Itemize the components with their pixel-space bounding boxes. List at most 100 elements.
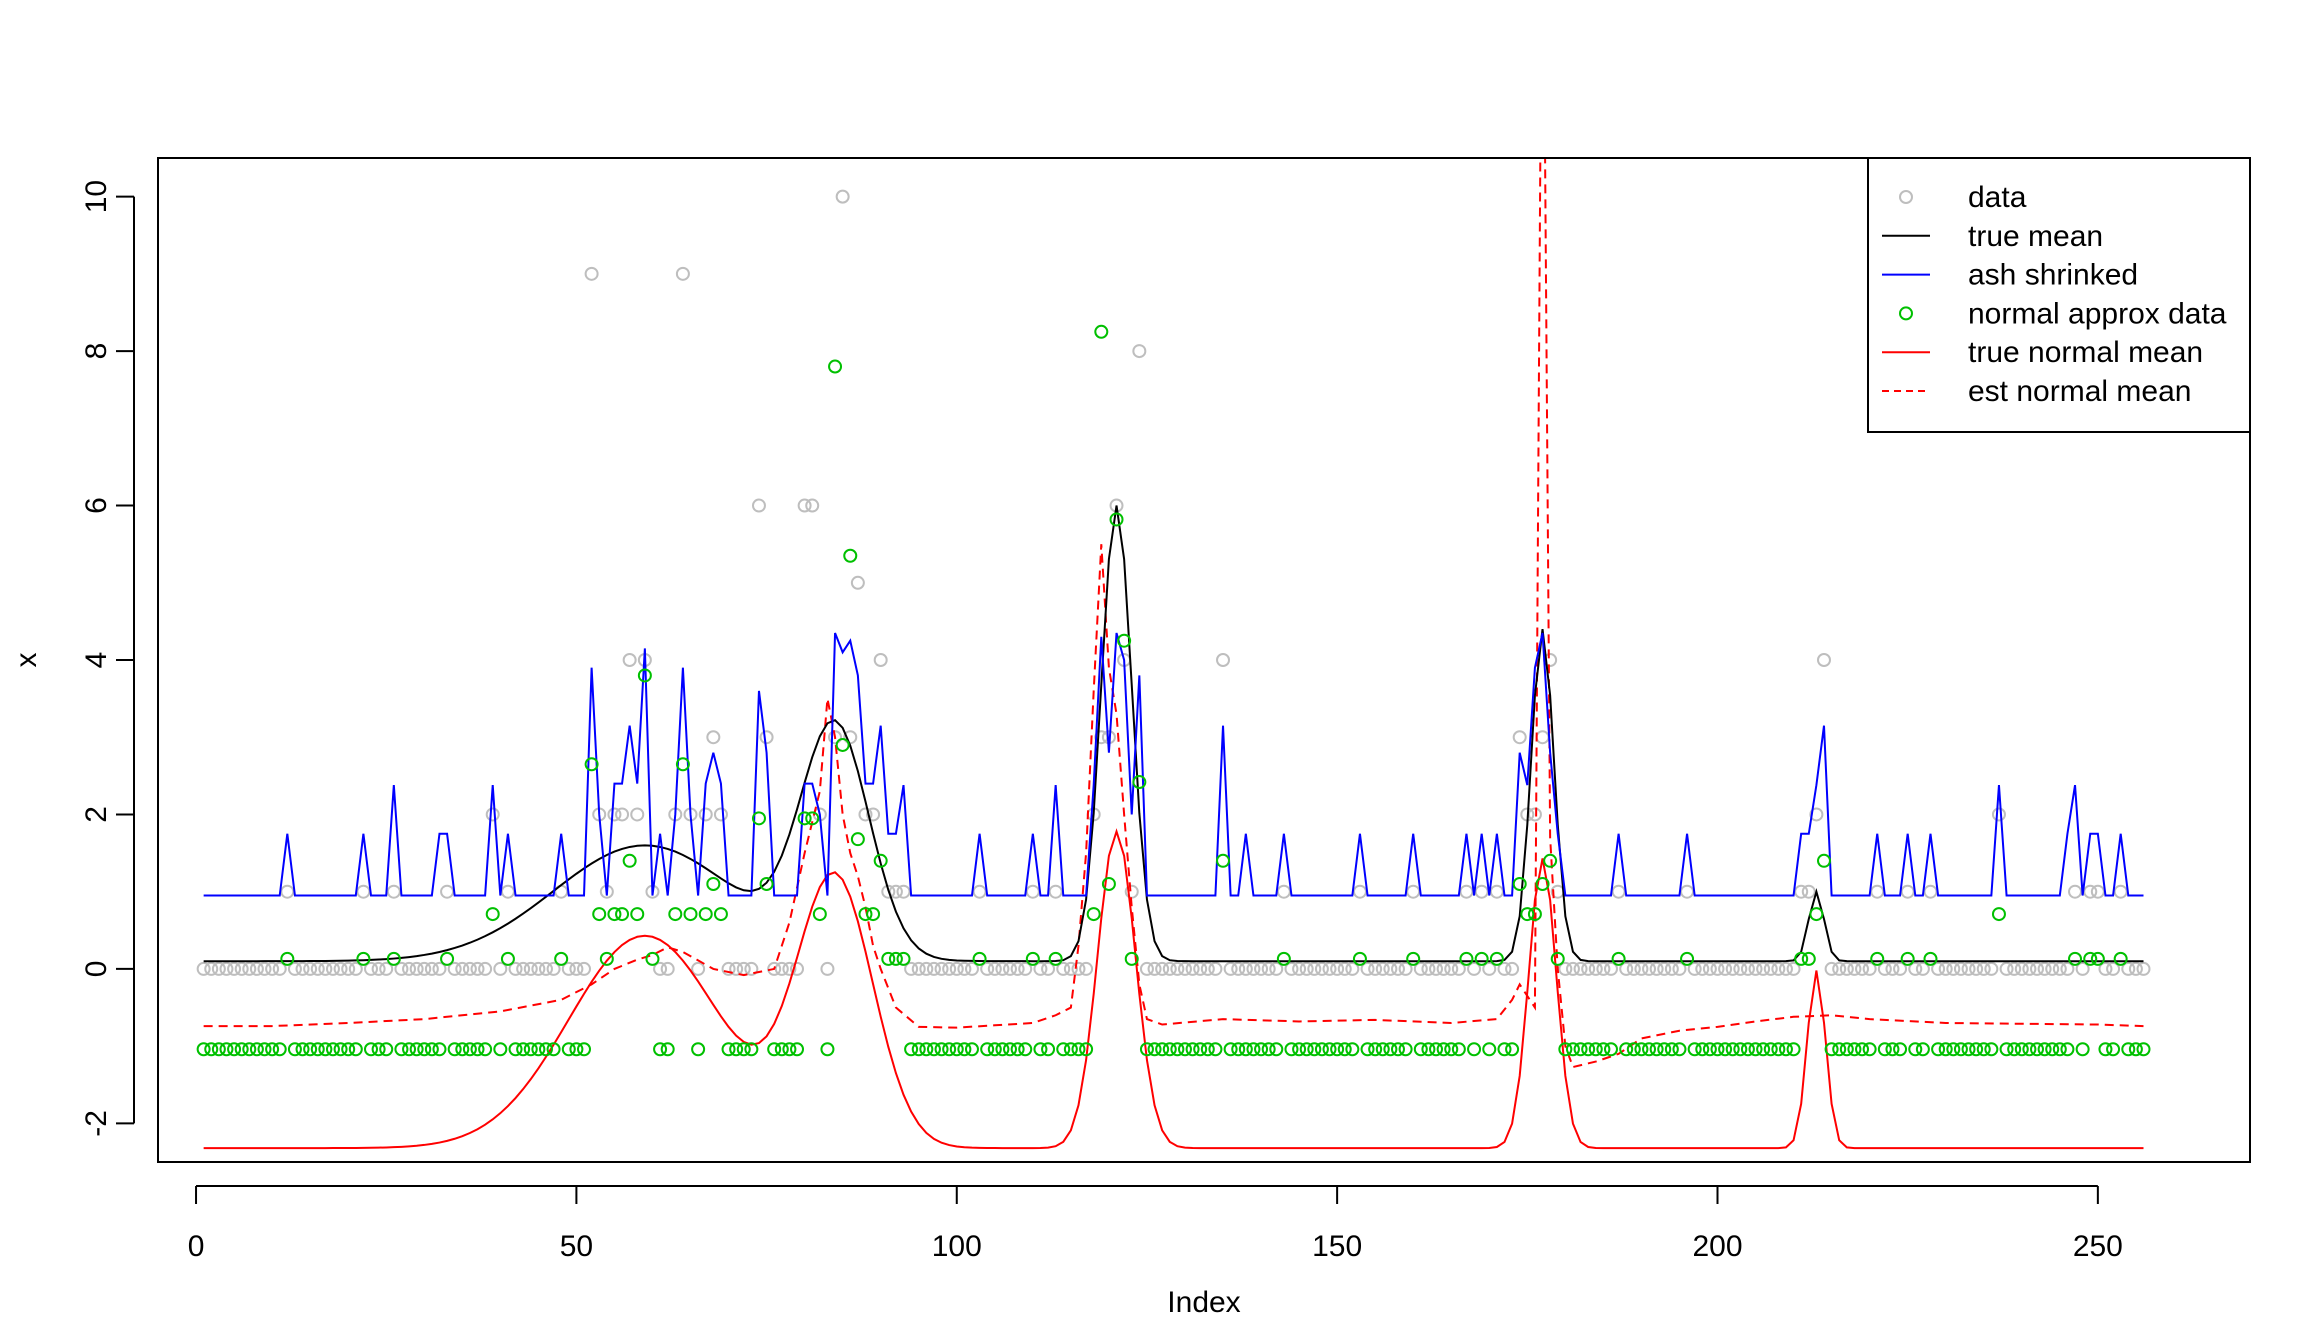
normal-approx-point <box>1041 1042 1056 1057</box>
normal-approx-point <box>508 1042 523 1057</box>
data-point <box>2007 961 2022 976</box>
normal-approx-point <box>265 1042 280 1057</box>
data-point <box>485 807 500 822</box>
normal-approx-point <box>1360 1042 1375 1057</box>
normal-approx-point <box>386 951 401 966</box>
plot-area <box>196 158 2151 1150</box>
normal-approx-point <box>1565 1042 1580 1057</box>
data-point <box>1155 961 1170 976</box>
data-point <box>835 189 850 204</box>
normal-approx-point <box>531 1042 546 1057</box>
legend-label: data <box>1968 181 2027 214</box>
data-point <box>1603 961 1618 976</box>
data-point <box>257 961 272 976</box>
data-point <box>493 961 508 976</box>
normal-approx-point <box>1314 1042 1329 1057</box>
normal-approx-point <box>592 907 607 922</box>
normal-approx-point <box>447 1042 462 1057</box>
normal-approx-point <box>1626 1042 1641 1057</box>
data-point <box>1687 961 1702 976</box>
normal-approx-point <box>227 1042 242 1057</box>
normal-approx-point <box>934 1042 949 1057</box>
data-point <box>782 961 797 976</box>
normal-approx-point <box>1292 1042 1307 1057</box>
data-point <box>957 961 972 976</box>
data-point <box>508 961 523 976</box>
data-point <box>1969 961 1984 976</box>
data-point <box>1497 961 1512 976</box>
normal-approx-point <box>1345 1042 1360 1057</box>
normal-approx-point <box>2052 1042 2067 1057</box>
normal-approx-point <box>196 1042 211 1057</box>
data-point <box>1505 961 1520 976</box>
normal-approx-point <box>2037 1042 2052 1057</box>
data-point <box>1565 961 1580 976</box>
data-point <box>2113 884 2128 899</box>
normal-approx-point <box>249 1042 264 1057</box>
normal-approx-point <box>1847 1042 1862 1057</box>
normal-approx-point <box>1771 1042 1786 1057</box>
normal-approx-point <box>1672 1042 1687 1057</box>
normal-approx-point <box>1071 1042 1086 1057</box>
data-point <box>2014 961 2029 976</box>
normal-approx-point <box>1231 1042 1246 1057</box>
data-point <box>280 884 295 899</box>
data-point <box>577 961 592 976</box>
normal-approx-point <box>964 1042 979 1057</box>
normal-approx-point <box>1467 1042 1482 1057</box>
normal-approx-point <box>904 1042 919 1057</box>
normal-approx-point <box>1459 951 1474 966</box>
normal-approx-point <box>1216 853 1231 868</box>
data-point <box>1337 961 1352 976</box>
normal-approx-point <box>546 1042 561 1057</box>
data-point <box>858 807 873 822</box>
normal-approx-point <box>500 951 515 966</box>
data-point <box>1033 961 1048 976</box>
normal-approx-point <box>926 1042 941 1057</box>
normal-approx-point <box>736 1042 751 1057</box>
x-tick-label: 250 <box>2073 1230 2123 1263</box>
data-point <box>234 961 249 976</box>
data-point <box>303 961 318 976</box>
data-point <box>1231 961 1246 976</box>
data-point <box>1915 961 1930 976</box>
data-point <box>242 961 257 976</box>
data-point <box>926 961 941 976</box>
normal-approx-point <box>1337 1042 1352 1057</box>
normal-approx-point <box>470 1042 485 1057</box>
normal-approx-point <box>1155 1042 1170 1057</box>
data-point <box>820 961 835 976</box>
data-point <box>706 730 721 745</box>
normal-approx-point <box>713 907 728 922</box>
normal-approx-point <box>949 1042 964 1057</box>
normal-approx-point <box>234 1042 249 1057</box>
normal-approx-point <box>1482 1042 1497 1057</box>
data-point <box>371 961 386 976</box>
data-point <box>1474 884 1489 899</box>
data-point <box>1079 961 1094 976</box>
data-point <box>1839 961 1854 976</box>
normal-approx-point <box>1778 1042 1793 1057</box>
data-point <box>2075 961 2090 976</box>
normal-approx-point <box>759 876 774 891</box>
data-point <box>653 961 668 976</box>
normal-approx-point <box>1550 951 1565 966</box>
normal-approx-point <box>1558 1042 1573 1057</box>
data-point <box>386 884 401 899</box>
normal-approx-point <box>866 907 881 922</box>
normal-approx-point <box>1254 1042 1269 1057</box>
data-point <box>622 653 637 667</box>
data-point <box>751 498 766 513</box>
normal-approx-point <box>1033 1042 1048 1057</box>
normal-approx-point <box>630 907 645 922</box>
normal-approx-point <box>1436 1042 1451 1057</box>
data-point <box>1847 961 1862 976</box>
normal-approx-point <box>1588 1042 1603 1057</box>
normal-approx-point <box>371 1042 386 1057</box>
normal-approx-point <box>1824 1042 1839 1057</box>
data-point <box>1710 961 1725 976</box>
normal-approx-point <box>1946 1042 1961 1057</box>
data-point <box>1908 961 1923 976</box>
normal-approx-point <box>242 1042 257 1057</box>
data-point <box>1527 807 1542 822</box>
